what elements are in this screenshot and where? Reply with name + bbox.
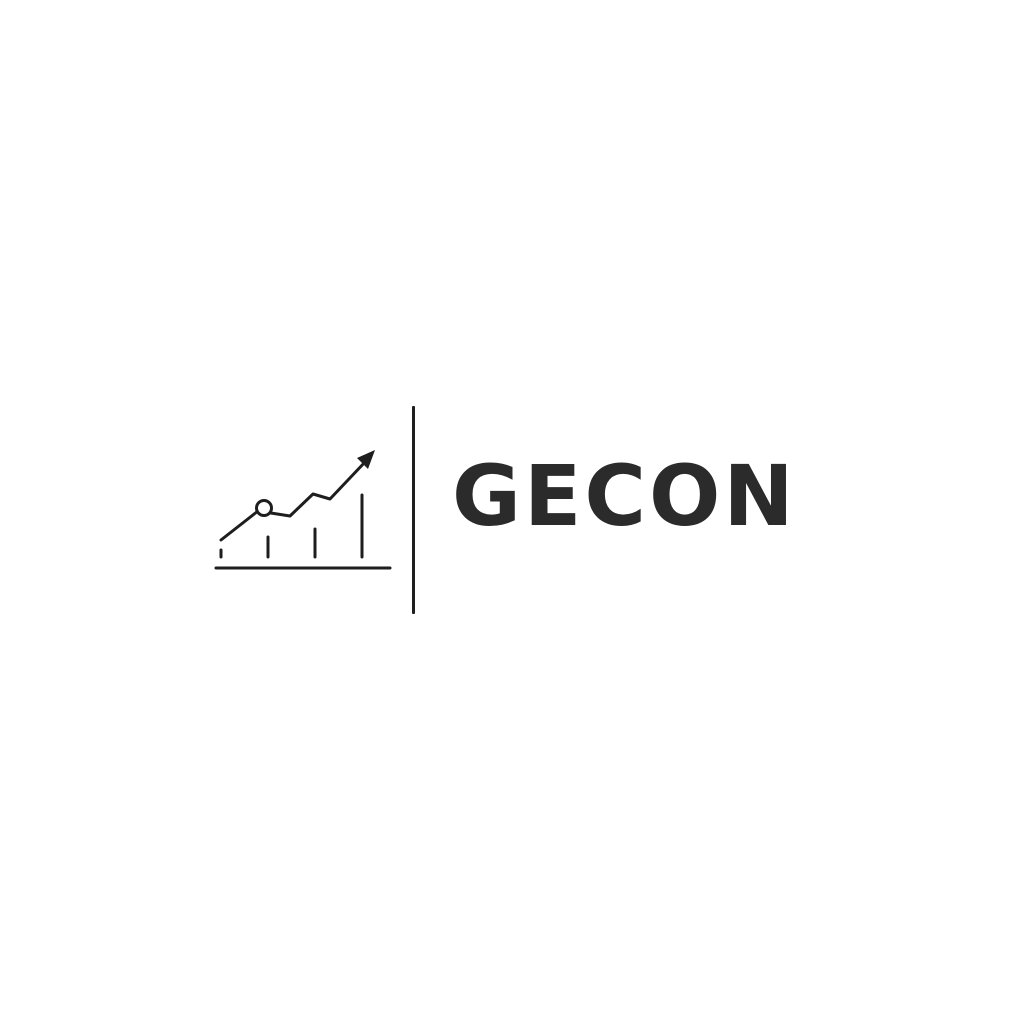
arrow-head-icon: [357, 450, 375, 469]
brand-name: GECON: [452, 447, 797, 545]
trend-line: [219, 459, 368, 542]
vertical-divider: [412, 406, 415, 614]
data-point-circle: [255, 499, 273, 517]
growth-chart-icon: [214, 450, 392, 570]
